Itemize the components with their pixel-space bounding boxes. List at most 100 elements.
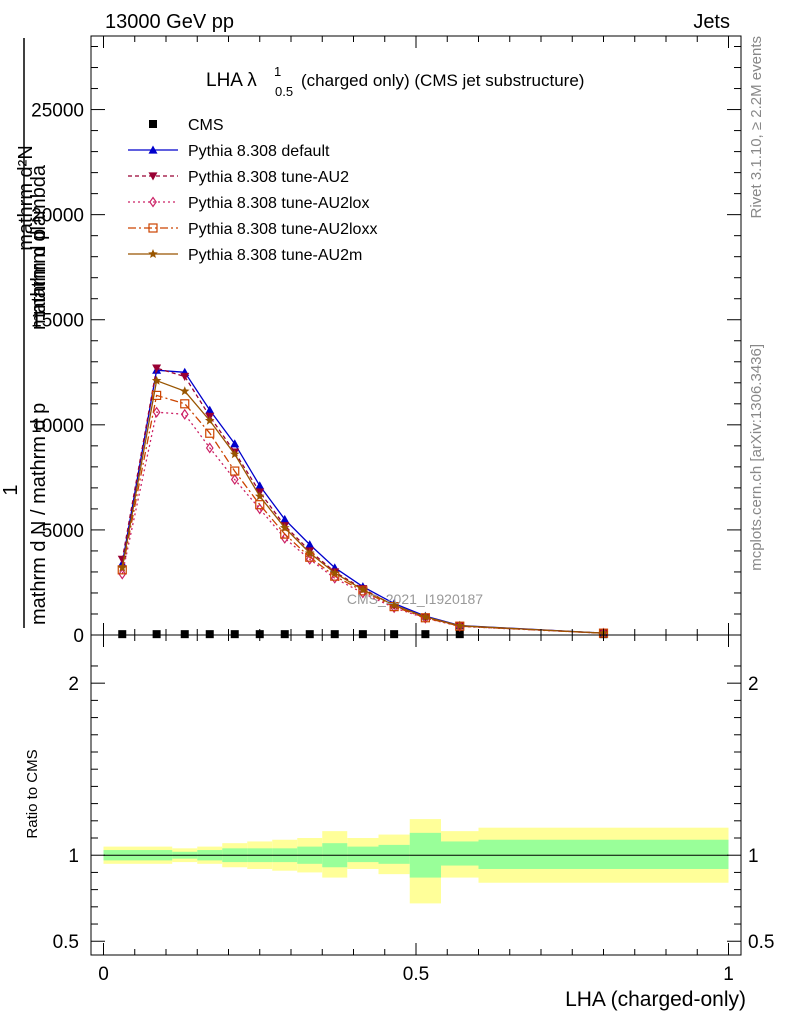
data-point [152,406,161,418]
data-point [180,630,189,639]
header-energy-label: 13000 GeV pp [105,11,234,33]
x-axis-label: LHA (charged-only) [565,988,746,1011]
legend-entry: Pythia 8.308 tune-AU2m [188,247,362,264]
ratio-y-tick-label: 2 [68,674,79,695]
data-point [280,630,289,639]
data-point [330,630,339,639]
data-point [421,630,430,639]
data-point [118,568,127,580]
ylabel-denominator: mathrm d p [28,229,50,330]
data-point [152,390,162,400]
ratio-y-tick-label-right: 0.5 [748,932,774,953]
ratio-y-axis-label: Ratio to CMS [24,749,41,838]
title-rest: (charged only) (CMS jet substructure) [301,71,584,90]
legend-entry: Pythia 8.308 default [188,143,330,160]
ratio-frame [90,634,742,956]
data-point [358,584,368,594]
data-point [455,620,465,630]
data-point [151,375,162,385]
data-point [205,405,215,414]
ratio-inner-band [378,844,410,864]
legend: CMS Pythia 8.308 default Pythia 8.308 tune… [128,117,377,264]
data-point [230,473,239,486]
ylabel-one: 1 [0,484,22,495]
mcplots-label: mcplots.cern.ch [arXiv:1306.3436] [748,344,765,571]
data-point [305,548,315,558]
main-y-tick-label: 5000 [42,521,84,542]
data-point [230,630,239,639]
main-y-tick-label: 25000 [31,101,84,122]
title-main: LHA λ [206,70,257,91]
data-point [180,386,190,396]
plot-title: LHA λ 1 0.5 (charged only) (CMS jet subs… [206,64,584,99]
series-5 [117,375,609,638]
x-tick-label: 0 [98,964,109,985]
ratio-inner-band [441,841,479,866]
data-point [358,630,367,639]
series-line [121,369,604,634]
data-point [280,522,290,532]
data-point [390,630,399,639]
series-0 [118,630,608,639]
ylabel-numerator: mathrm d²N [15,145,37,251]
data-point [280,514,290,524]
data-point [305,540,315,549]
ylabel-bottom: mathrm d N / mathrm d p [28,403,50,625]
data-point [255,481,265,490]
legend-marker [148,249,158,258]
ratio-inner-band [347,846,379,863]
data-point [455,630,464,639]
data-point [180,372,190,381]
legend-entry: CMS [188,117,224,134]
legend-marker [149,120,157,128]
main-y-tick-label: 15000 [31,311,84,332]
data-point [152,630,161,639]
ratio-inner-band [478,839,729,869]
series-line [121,379,604,634]
svg-text:LHA λ: LHA λ [206,70,257,91]
data-point [117,555,127,564]
main-y-axis-label: mathrm d²N mathrm dlambda mathrm d p 1 m… [0,38,50,628]
title-superscript: 1 [274,64,281,79]
header-jets-label: Jets [693,11,730,33]
ratio-y-tick-label: 1 [68,846,79,867]
ratio-plot-area [90,634,742,956]
data-point [389,600,399,610]
data-point [230,449,240,459]
data-point [230,466,240,476]
legend-marker [149,196,157,208]
analysis-watermark: CMS_2021_I1920187 [347,591,483,607]
data-point [420,611,431,621]
data-point [205,630,214,639]
rivet-label: Rivet 3.1.10, ≥ 2.2M events [748,36,765,219]
data-point [305,553,314,565]
x-tick-label: 0.5 [403,964,429,985]
data-point [117,562,127,572]
ratio-y-tick-label-right: 1 [748,846,759,867]
main-y-tick-label: 10000 [31,416,84,437]
main-y-tick-label: 0 [73,626,84,647]
data-point [152,364,162,373]
data-point [230,439,240,448]
data-point [280,529,290,539]
data-point [205,428,215,438]
data-point [180,408,189,420]
data-point [255,491,265,501]
legend-entry: Pythia 8.308 tune-AU2 [188,169,349,186]
data-point [118,630,127,639]
title-subscript: 0.5 [275,84,293,99]
ratio-y-tick-label: 0.5 [53,932,79,953]
data-point [205,415,215,425]
main-y-tick-label: 20000 [31,206,84,227]
data-point [330,568,340,577]
data-point [205,442,214,454]
legend-marker [148,223,158,233]
legend-entry: Pythia 8.308 tune-AU2lox [188,195,369,212]
legend-marker [148,145,158,154]
legend-entry: Pythia 8.308 tune-AU2loxx [188,221,377,238]
main-plot-area [90,35,742,639]
legend-marker [148,172,158,181]
ylabel-lambda: mathrm dlambda [28,164,50,315]
data-point [180,399,190,409]
